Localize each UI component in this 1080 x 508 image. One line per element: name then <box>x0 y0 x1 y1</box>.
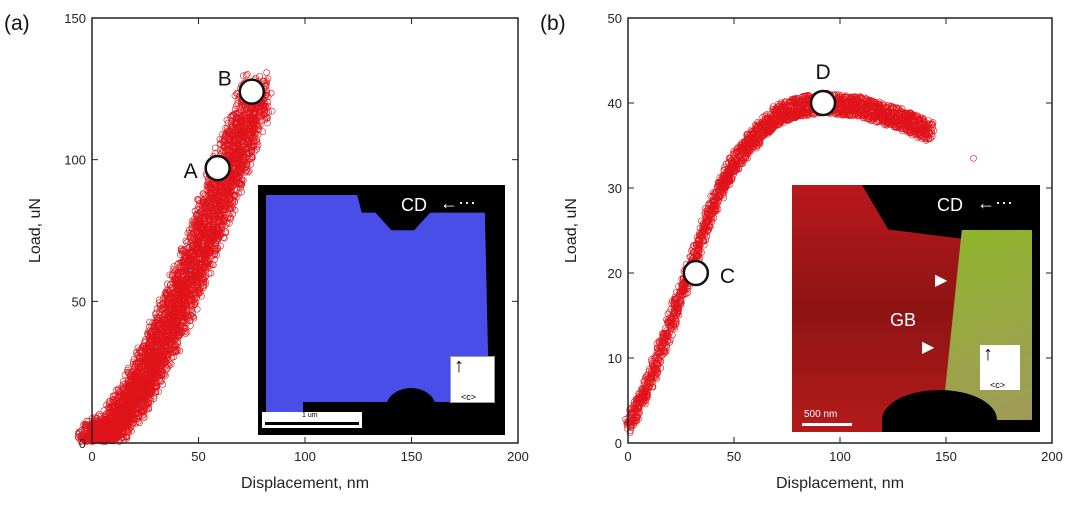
annotation-marker <box>238 78 265 105</box>
x-tick-label: 150 <box>401 449 423 464</box>
data-point <box>263 69 270 76</box>
y-axis-label: Load, uN <box>27 198 44 263</box>
data-point <box>264 93 272 101</box>
data-points <box>74 69 276 445</box>
x-axis-label: Displacement, nm <box>241 475 369 492</box>
y-tick-label: 0 <box>79 436 86 451</box>
panel-label: (a) <box>4 12 30 35</box>
annotation-label: B <box>218 68 232 91</box>
annotation-marker <box>204 154 231 182</box>
x-tick-label: 50 <box>191 449 205 464</box>
data-point <box>244 168 252 176</box>
data-point <box>231 92 239 100</box>
data-point <box>170 353 178 361</box>
y-tick-label: 100 <box>64 153 86 168</box>
annotation-label: A <box>184 160 198 183</box>
data-point <box>244 70 251 78</box>
y-tick-label: 50 <box>72 294 86 309</box>
data-point <box>268 107 276 115</box>
x-tick-label: 100 <box>294 449 316 464</box>
x-tick-label: 200 <box>507 449 529 464</box>
x-tick-label: 0 <box>88 449 95 464</box>
plot-0: 0 50 100 150 200 0 50 100 150 Displacement, nm Loa… <box>4 11 529 492</box>
y-tick-label: 150 <box>64 11 86 26</box>
